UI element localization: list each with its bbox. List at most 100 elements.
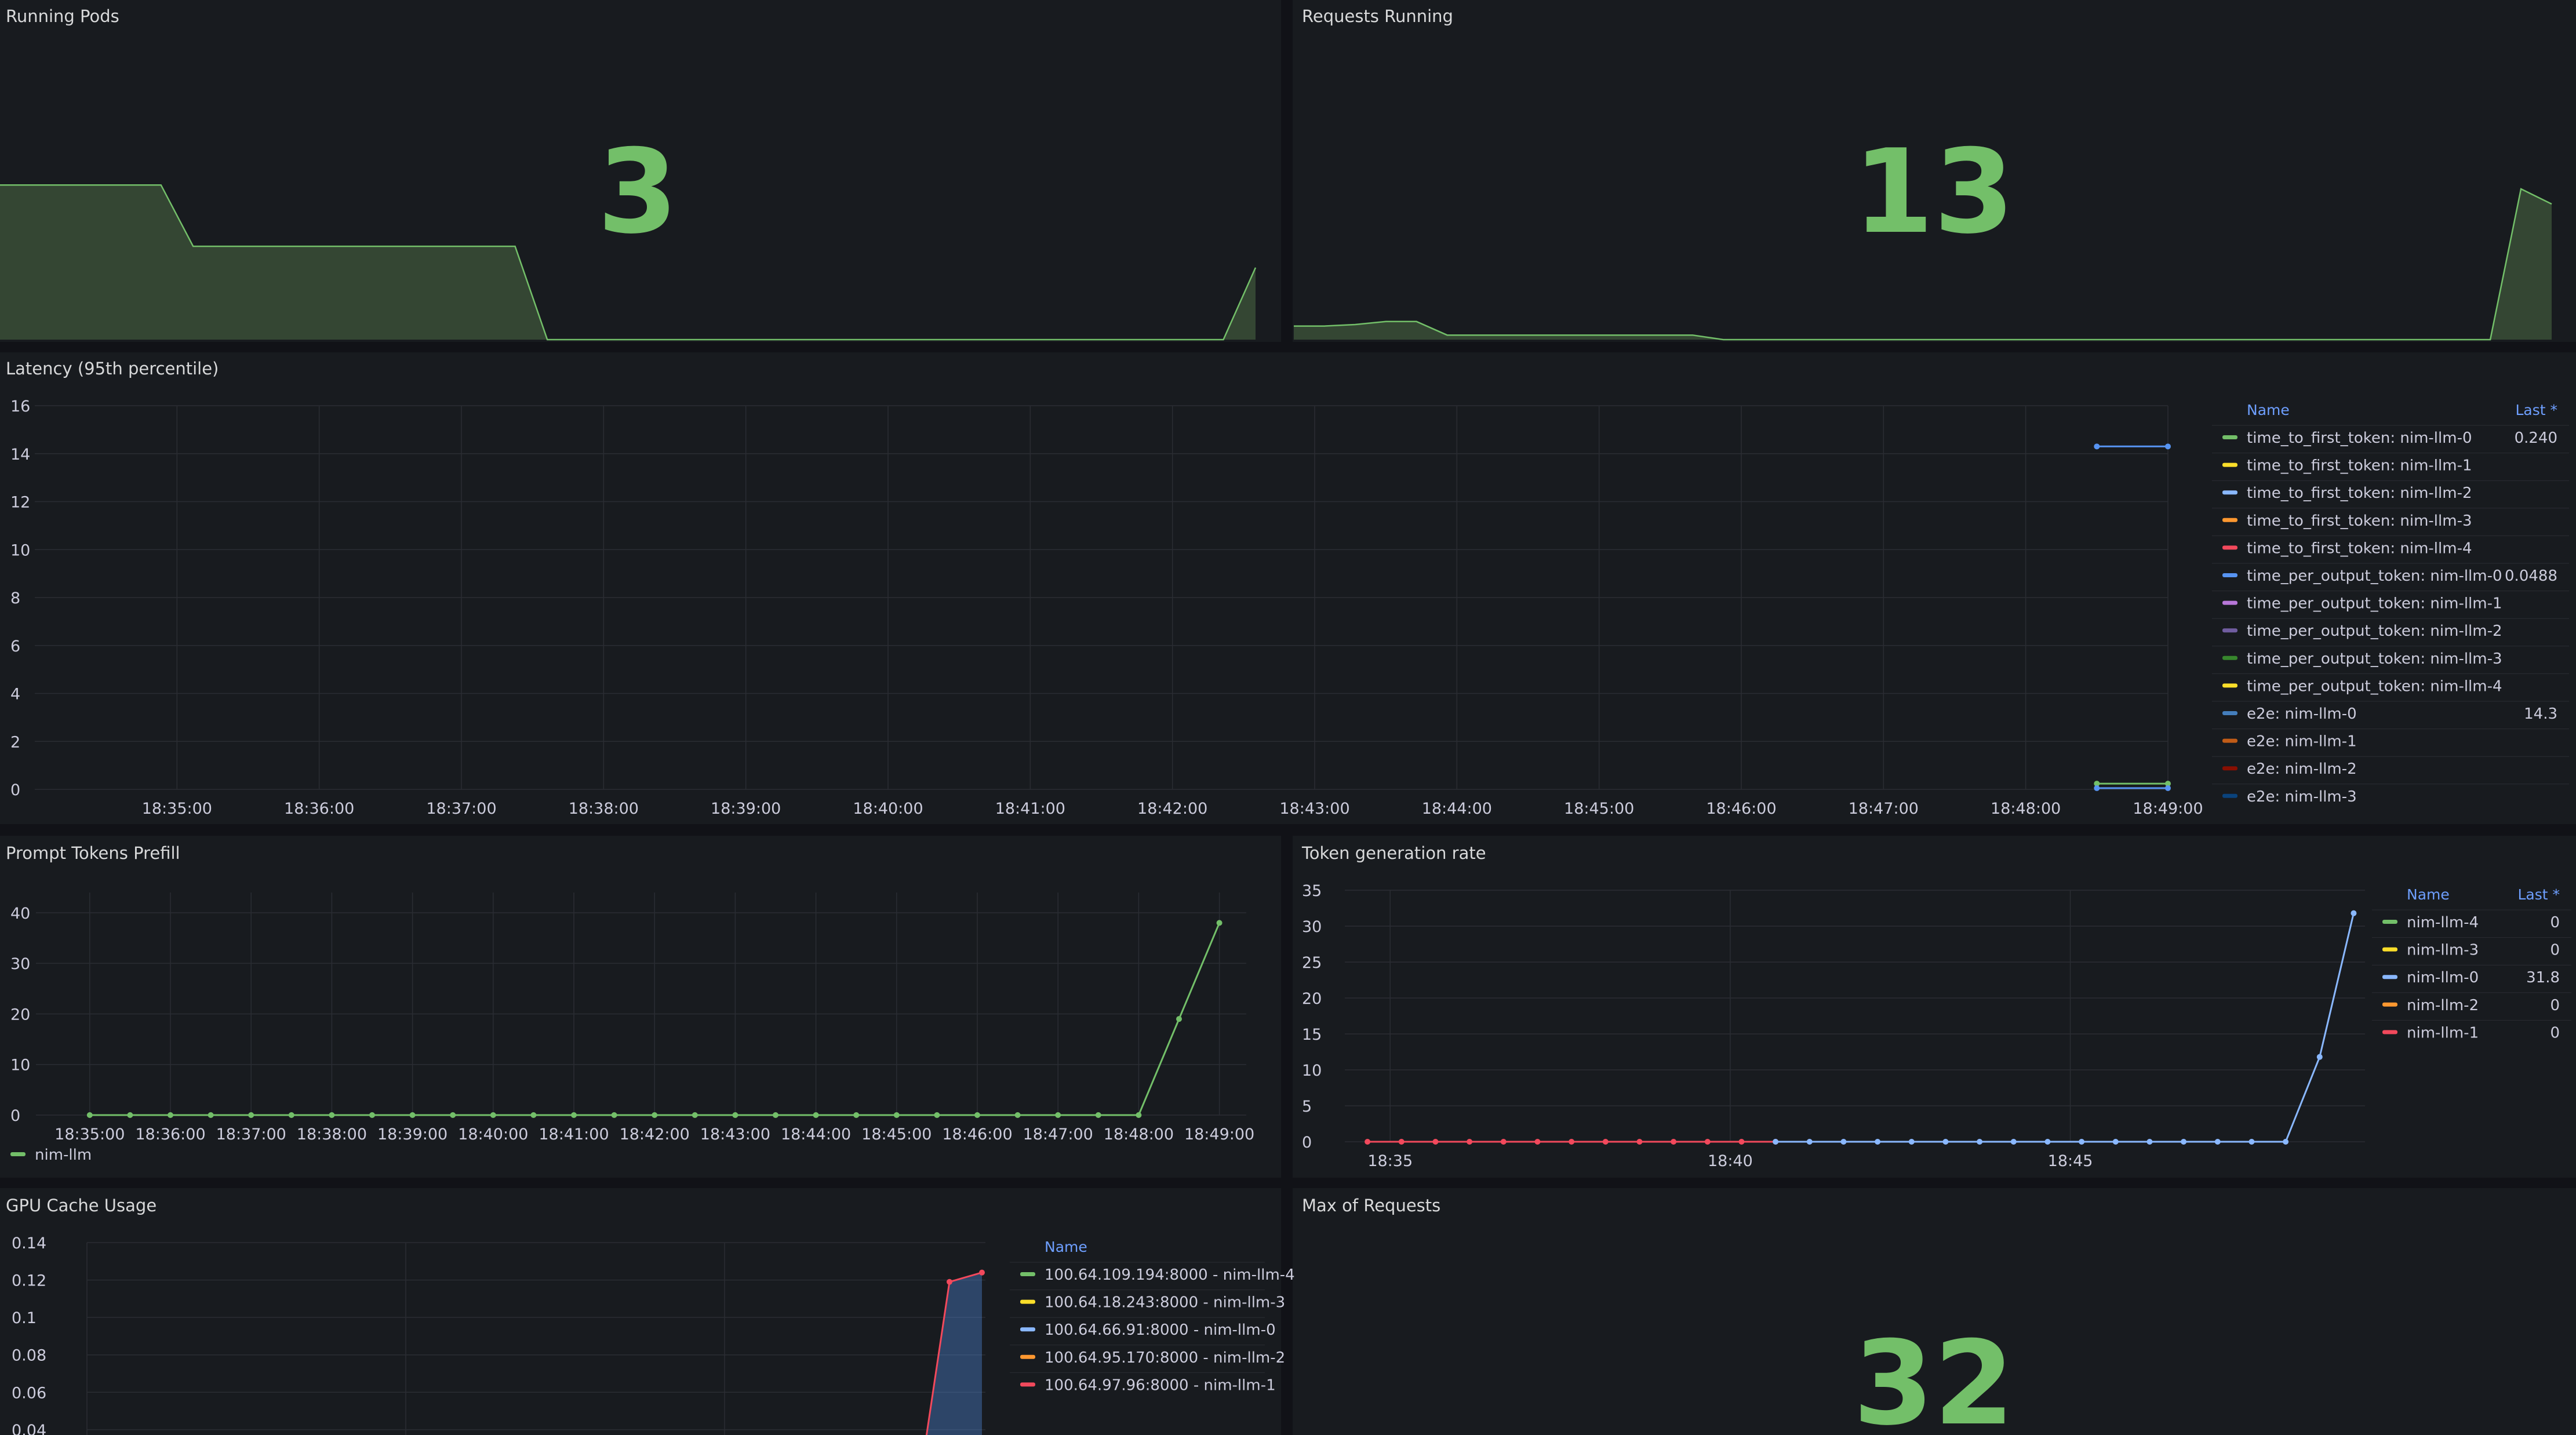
panel-latency: [0, 352, 2576, 824]
legend-color-swatch[interactable]: [2222, 462, 2237, 467]
x-tick-label: 18:46:00: [942, 1126, 1012, 1143]
legend-color-swatch[interactable]: [2222, 793, 2237, 798]
data-point: [773, 1112, 778, 1118]
data-point: [974, 1112, 980, 1118]
data-point: [168, 1112, 173, 1118]
data-point: [248, 1112, 254, 1118]
legend-color-swatch[interactable]: [1020, 1382, 1035, 1387]
legend-item-name[interactable]: time_per_output_token: nim-llm-1: [2247, 595, 2502, 613]
sparkline-line: [1294, 188, 2552, 341]
legend-color-swatch[interactable]: [2382, 947, 2397, 952]
y-tick-label: 40: [10, 905, 30, 923]
legend-item-name[interactable]: 100.64.66.91:8000 - nim-llm-0: [1045, 1321, 1276, 1339]
panel-title-token-rate[interactable]: Token generation rate: [1301, 843, 1486, 863]
legend-item-name[interactable]: nim-llm: [35, 1146, 92, 1164]
legend-item-name[interactable]: 100.64.95.170:8000 - nim-llm-2: [1045, 1349, 1285, 1367]
legend-header-last: Last *: [2517, 886, 2560, 903]
legend-color-swatch[interactable]: [2222, 518, 2237, 522]
legend-item-name[interactable]: time_per_output_token: nim-llm-3: [2247, 650, 2502, 668]
data-point: [652, 1112, 658, 1118]
legend-item-name[interactable]: 100.64.18.243:8000 - nim-llm-3: [1045, 1294, 1285, 1312]
legend-item-name[interactable]: time_per_output_token: nim-llm-4: [2247, 678, 2502, 695]
x-tick-label: 18:42:00: [1137, 800, 1207, 818]
data-point: [1942, 1139, 1949, 1145]
y-tick-label: 10: [10, 1057, 30, 1075]
y-tick-label: 30: [10, 955, 30, 973]
y-tick-label: 0: [1302, 1134, 1312, 1152]
legend-item-name[interactable]: nim-llm-1: [2407, 1024, 2479, 1041]
legend-latency: Name Last * time_to_first_token: nim-llm-0…: [2212, 402, 2569, 806]
legend-color-swatch[interactable]: [2222, 766, 2237, 771]
legend-item-name[interactable]: time_to_first_token: nim-llm-1: [2247, 457, 2472, 475]
legend-color-swatch[interactable]: [2382, 1002, 2397, 1007]
legend-color-swatch[interactable]: [2222, 628, 2237, 633]
legend-item-name[interactable]: e2e: nim-llm-3: [2247, 788, 2357, 806]
legend-item-name[interactable]: time_to_first_token: nim-llm-4: [2247, 540, 2472, 557]
data-point: [611, 1112, 617, 1118]
panel-prompt-tokens: [0, 836, 1281, 1178]
data-point: [2146, 1139, 2153, 1145]
sparkline-requests-running: [1294, 188, 2552, 341]
legend-header-last: Last *: [2515, 402, 2557, 418]
legend-color-swatch[interactable]: [2382, 920, 2397, 924]
legend-item-name[interactable]: 100.64.109.194:8000 - nim-llm-4: [1045, 1266, 1295, 1284]
data-point: [853, 1112, 860, 1118]
legend-item-name[interactable]: nim-llm-4: [2407, 914, 2479, 931]
y-tick-label: 35: [1302, 882, 1322, 900]
legend-item-last: 31.8: [2526, 969, 2560, 986]
legend-color-swatch[interactable]: [2222, 435, 2237, 439]
legend-color-swatch[interactable]: [2222, 490, 2237, 495]
legend-color-swatch[interactable]: [2382, 1030, 2397, 1035]
panel-title-latency[interactable]: Latency (95th percentile): [6, 359, 219, 378]
legend-item-name[interactable]: time_per_output_token: nim-llm-2: [2247, 622, 2502, 640]
x-tick-label: 18:37:00: [216, 1126, 286, 1143]
legend-color-swatch[interactable]: [2382, 975, 2397, 979]
legend-item-name[interactable]: e2e: nim-llm-2: [2247, 760, 2357, 778]
panel-title-gpu-cache[interactable]: GPU Cache Usage: [6, 1196, 157, 1215]
data-point: [288, 1112, 294, 1118]
legend-color-swatch[interactable]: [2222, 738, 2237, 743]
panel-title-running-pods[interactable]: Running Pods: [6, 6, 119, 26]
sparkline-area: [1294, 189, 2552, 340]
legend-color-swatch[interactable]: [1020, 1299, 1035, 1304]
legend-item-last: 0: [2550, 942, 2560, 959]
legend-color-swatch[interactable]: [2222, 545, 2237, 550]
legend-item-last: 0: [2550, 997, 2560, 1014]
legend-color-swatch[interactable]: [10, 1152, 26, 1156]
sparkline-running-pods: [0, 184, 1257, 341]
data-point: [893, 1112, 900, 1118]
legend-item-name[interactable]: time_to_first_token: nim-llm-3: [2247, 512, 2472, 530]
legend-color-swatch[interactable]: [2222, 655, 2237, 660]
legend-item-name[interactable]: nim-llm-0: [2407, 969, 2479, 986]
legend-item-name[interactable]: nim-llm-2: [2407, 997, 2479, 1014]
panel-title-prompt-tokens[interactable]: Prompt Tokens Prefill: [6, 843, 180, 863]
legend-item-name[interactable]: time_to_first_token: nim-llm-0: [2247, 429, 2472, 447]
panel-title-max-requests[interactable]: Max of Requests: [1302, 1196, 1440, 1215]
data-point: [86, 1112, 93, 1118]
data-point: [571, 1112, 577, 1118]
legend-color-swatch[interactable]: [2222, 711, 2237, 715]
data-point: [2316, 1054, 2323, 1060]
x-tick-label: 18:48:00: [1991, 800, 2061, 818]
legend-item-name[interactable]: nim-llm-3: [2407, 942, 2479, 959]
legend-item-last: 0: [2550, 1024, 2560, 1041]
panel-title-requests-running[interactable]: Requests Running: [1302, 6, 1453, 26]
legend-item-name[interactable]: time_to_first_token: nim-llm-2: [2247, 485, 2472, 502]
legend-item-name[interactable]: time_per_output_token: nim-llm-0: [2247, 567, 2502, 585]
y-tick-label: 5: [1302, 1098, 1312, 1116]
legend-color-swatch[interactable]: [1020, 1327, 1035, 1332]
y-tick-label: 0: [10, 1107, 20, 1125]
legend-item-name[interactable]: e2e: nim-llm-0: [2247, 705, 2357, 723]
data-point: [2094, 443, 2100, 450]
legend-color-swatch[interactable]: [1020, 1354, 1035, 1359]
legend-item-name[interactable]: 100.64.97.96:8000 - nim-llm-1: [1045, 1376, 1276, 1394]
legend-color-swatch[interactable]: [2222, 683, 2237, 688]
legend-color-swatch[interactable]: [2222, 600, 2237, 605]
legend-color-swatch[interactable]: [1020, 1272, 1035, 1276]
legend-item-name[interactable]: e2e: nim-llm-1: [2247, 733, 2357, 751]
data-point: [450, 1112, 456, 1118]
legend-item-last: 14.3: [2524, 705, 2557, 723]
legend-color-swatch[interactable]: [2222, 573, 2237, 577]
data-point: [1738, 1139, 1745, 1145]
